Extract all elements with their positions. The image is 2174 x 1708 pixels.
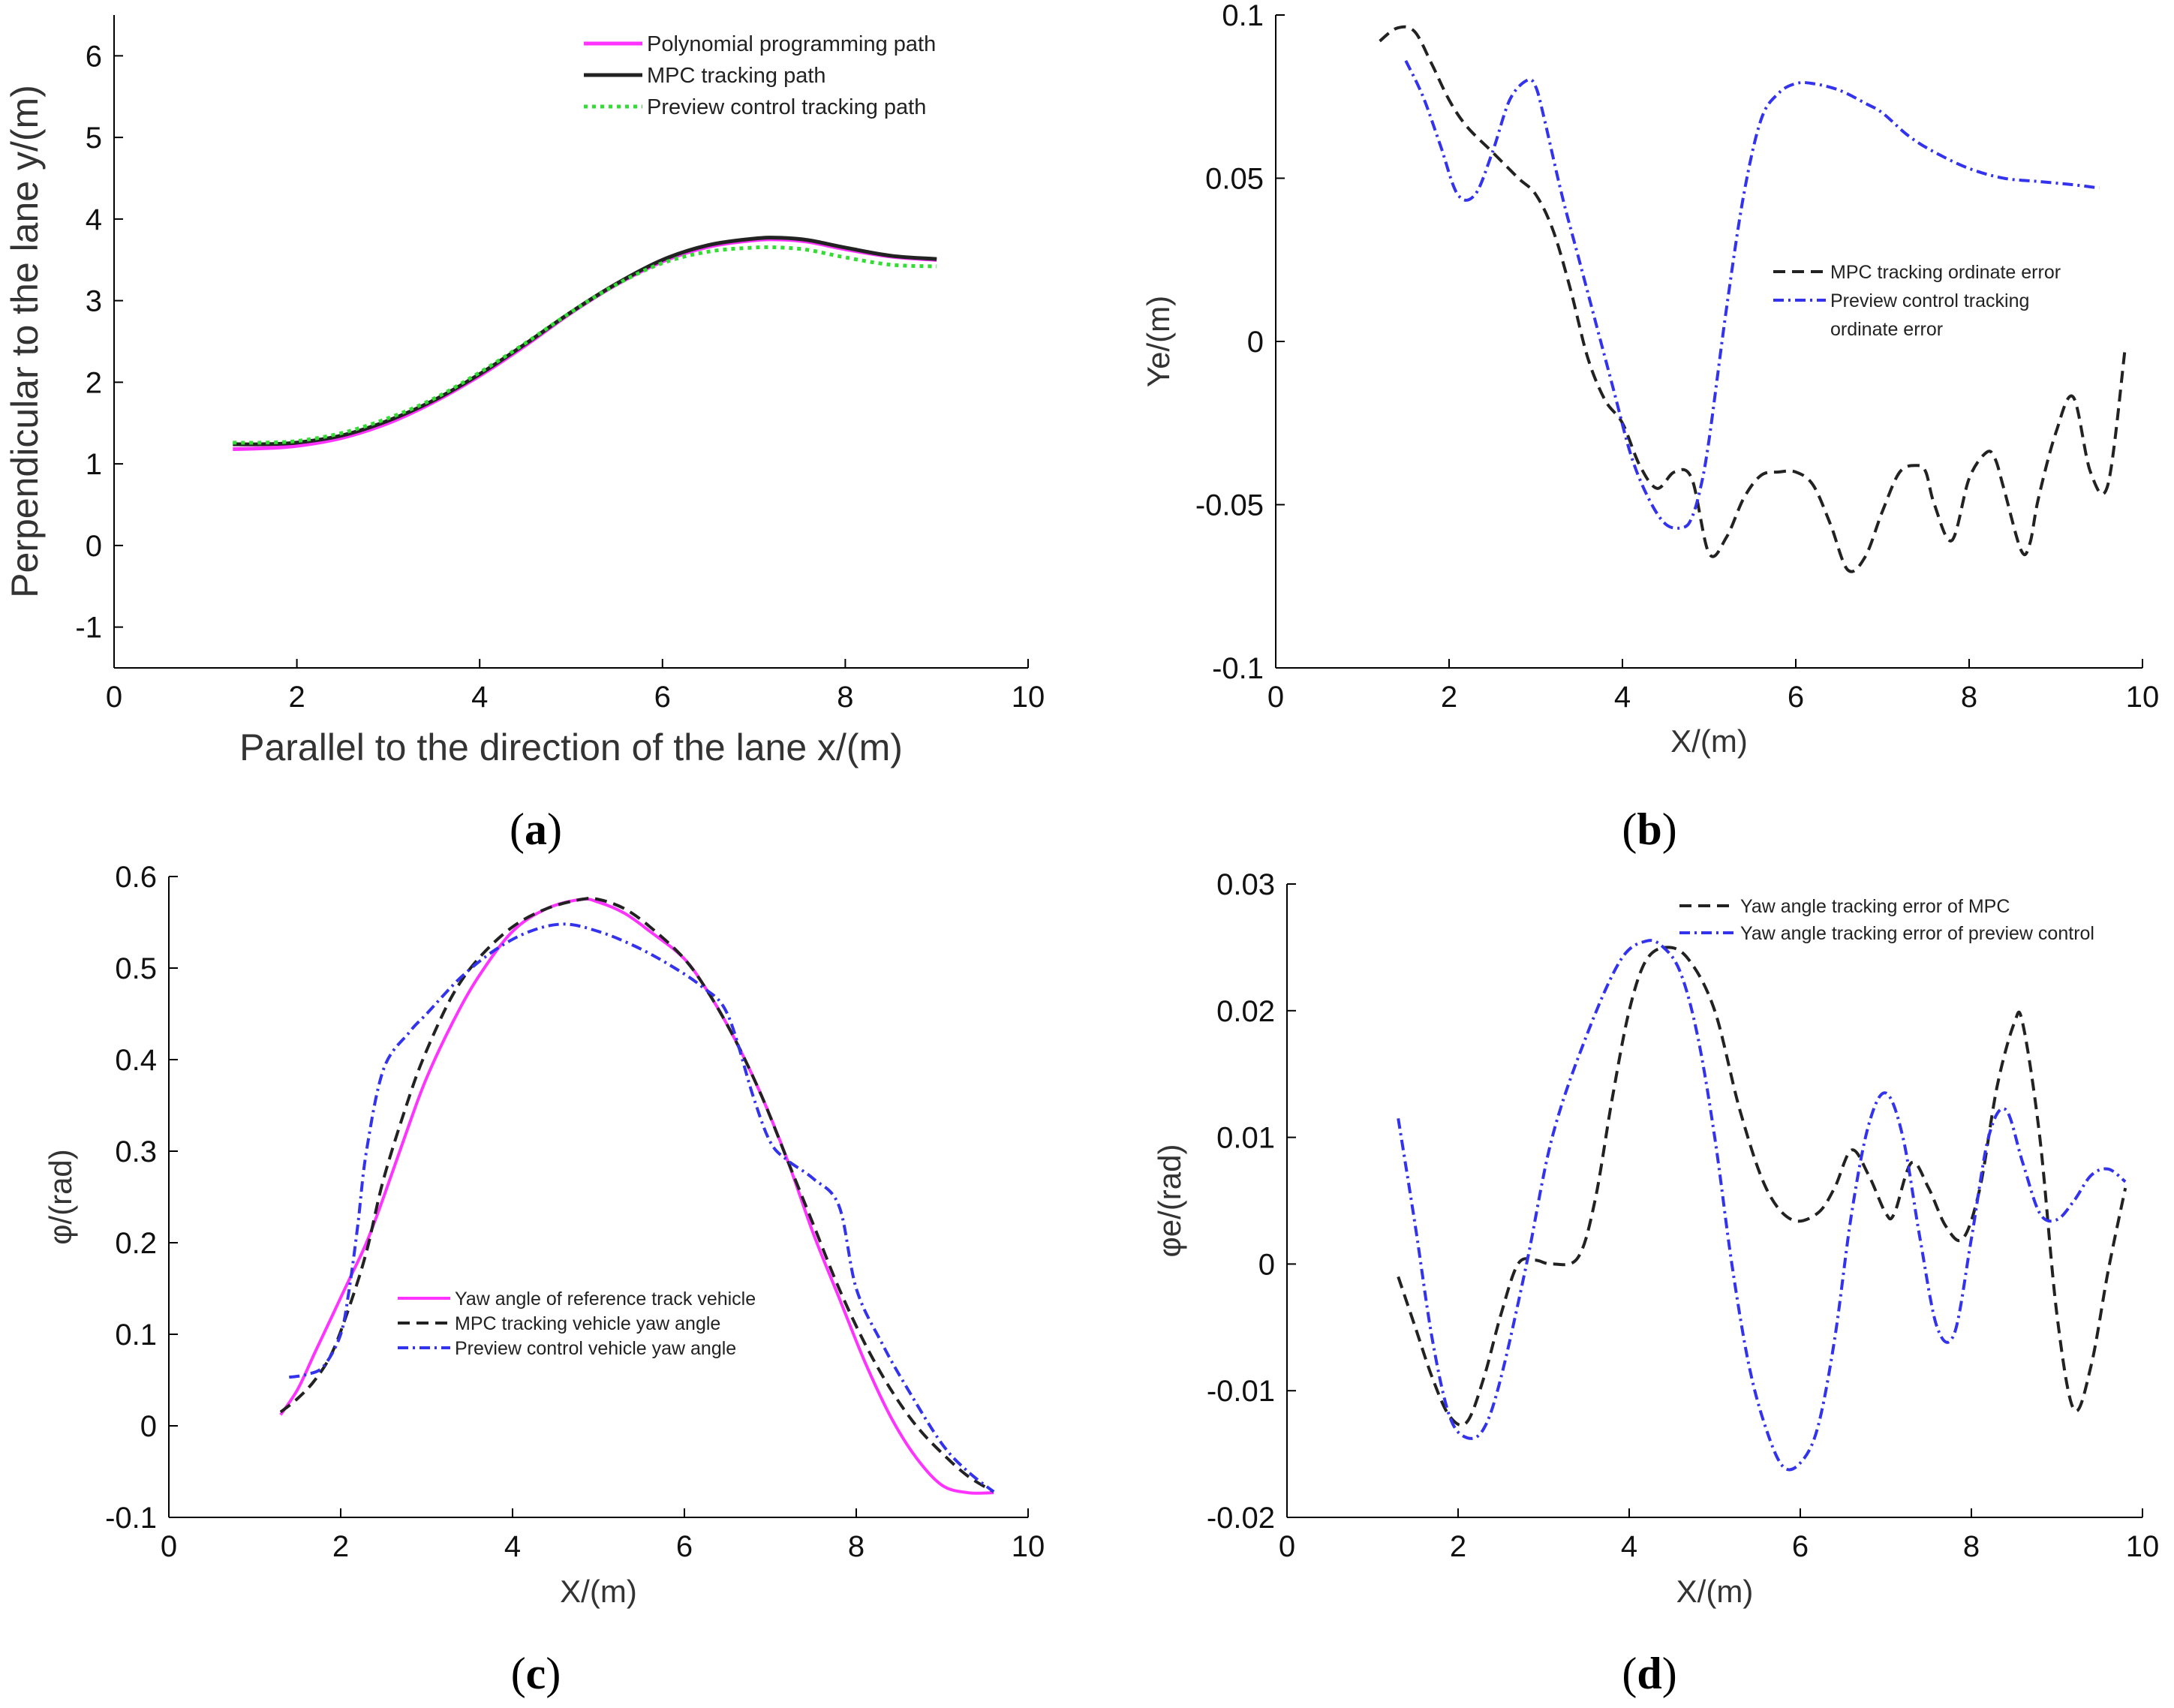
x-tick-label: 4 xyxy=(1614,681,1631,714)
legend-label: Polynomial programming path xyxy=(647,32,936,56)
y-tick-label: 0.1 xyxy=(115,1319,157,1352)
y-tick-label: -0.05 xyxy=(1195,489,1264,522)
legend: Yaw angle tracking error of MPC Yaw angle… xyxy=(1679,896,2094,944)
legend: Yaw angle of reference track vehicle MPC … xyxy=(398,1289,756,1359)
x-tick-label: 2 xyxy=(1441,681,1457,714)
x-tick-label: 10 xyxy=(2126,1530,2160,1563)
y-axis-label: Ye/(m) xyxy=(1141,296,1176,387)
y-tick-label: 5 xyxy=(86,122,102,155)
x-tick-label: 0 xyxy=(1267,681,1284,714)
legend-label: MPC tracking ordinate error xyxy=(1830,262,2061,283)
x-tick-label: 8 xyxy=(848,1530,864,1563)
legend-label: Yaw angle tracking error of preview cont… xyxy=(1740,923,2094,944)
panel-b: 0 2 4 6 8 10 -0.1 -0.05 0 0.05 0.1 X/(m) Ye/(m) MPC t… xyxy=(1141,0,2159,759)
x-tick-label: 10 xyxy=(2126,681,2160,714)
y-tick-label: 0 xyxy=(1258,1248,1275,1281)
series-line-2 xyxy=(1404,60,2100,530)
caption-d: (d) xyxy=(1622,1649,1676,1698)
y-tick-label: 0 xyxy=(1247,326,1264,359)
legend-label: Preview control tracking path xyxy=(647,95,926,119)
caption-a: (a) xyxy=(510,804,562,854)
y-tick-label: -0.1 xyxy=(1212,652,1264,685)
x-axis-label: Parallel to the direction of the lane x/… xyxy=(239,726,903,768)
legend-label: MPC tracking path xyxy=(647,64,826,88)
y-tick-label: -0.02 xyxy=(1207,1502,1275,1535)
y-tick-label: -0.1 xyxy=(105,1502,157,1535)
legend-label: Yaw angle tracking error of MPC xyxy=(1740,896,2010,917)
y-tick-label: 0.3 xyxy=(115,1135,157,1168)
panel-c: 0 2 4 6 8 10-0.100.10.20.30.40.50.6X/(m)φ/(ra… xyxy=(43,861,1045,1609)
legend: Polynomial programming path MPC tracking … xyxy=(584,32,936,119)
x-axis-label: X/(m) xyxy=(1670,723,1748,759)
x-tick-label: 0 xyxy=(106,681,122,714)
y-axis-label: Perpendicular to the lane y/(m) xyxy=(4,85,46,598)
x-tick-label: 8 xyxy=(1963,1530,1980,1563)
series-line-1 xyxy=(279,898,994,1495)
y-tick-label: 0 xyxy=(140,1410,157,1443)
caption-a-letter: a xyxy=(525,804,547,854)
y-tick-label: 6 xyxy=(86,40,102,73)
caption-b-letter: b xyxy=(1637,804,1661,854)
x-tick-label: 2 xyxy=(1450,1530,1466,1563)
x-tick-label: 2 xyxy=(288,681,305,714)
legend-label: ordinate error xyxy=(1830,319,1943,340)
y-tick-label: 4 xyxy=(86,203,102,236)
x-tick-label: 8 xyxy=(837,681,853,714)
series-line-1 xyxy=(1397,946,2127,1427)
panel-d: 0 2 4 6 8 10 -0.02 -0.01 0 0.01 0.02 0.03 X/(m) φe/(r… xyxy=(1152,868,2159,1609)
y-tick-label: 0.1 xyxy=(1222,0,1264,32)
caption-c-letter: c xyxy=(526,1649,546,1698)
legend: MPC tracking ordinate error Preview contr… xyxy=(1773,262,2061,340)
x-tick-label: 4 xyxy=(1621,1530,1637,1563)
y-tick-label: 2 xyxy=(86,366,102,399)
y-tick-label: 0 xyxy=(86,530,102,563)
x-tick-label: 10 xyxy=(1012,681,1045,714)
y-tick-label: 0.01 xyxy=(1216,1122,1275,1155)
legend-label: Yaw angle of reference track vehicle xyxy=(455,1289,756,1310)
x-tick-label: 6 xyxy=(1792,1530,1809,1563)
y-tick-label: 0.02 xyxy=(1216,995,1275,1028)
x-axis-label: X/(m) xyxy=(560,1574,637,1609)
y-axis-label: φ/(rad) xyxy=(43,1149,78,1245)
y-axis-label: φe/(rad) xyxy=(1152,1144,1187,1258)
y-tick-label: 0.03 xyxy=(1216,868,1275,901)
x-tick-label: 4 xyxy=(504,1530,521,1563)
caption-c: (c) xyxy=(511,1649,561,1698)
x-tick-label: 10 xyxy=(1012,1530,1045,1563)
x-tick-label: 0 xyxy=(1279,1530,1295,1563)
series-line-2 xyxy=(279,897,995,1493)
y-tick-label: -1 xyxy=(75,612,102,645)
caption-b: (b) xyxy=(1622,804,1676,854)
series-line-3 xyxy=(233,245,937,445)
series-line-2 xyxy=(1397,939,2127,1472)
x-tick-label: 4 xyxy=(471,681,488,714)
y-tick-label: 0.5 xyxy=(115,952,157,985)
x-tick-label: 6 xyxy=(676,1530,693,1563)
legend-label: Preview control vehicle yaw angle xyxy=(455,1338,736,1359)
x-tick-label: 8 xyxy=(1961,681,1977,714)
legend-label: MPC tracking vehicle yaw angle xyxy=(455,1313,720,1334)
x-tick-label: 6 xyxy=(1788,681,1804,714)
y-tick-label: -0.01 xyxy=(1207,1375,1275,1408)
x-tick-label: 2 xyxy=(332,1530,349,1563)
y-tick-label: 0.05 xyxy=(1205,163,1264,196)
series-line-1 xyxy=(1379,25,2127,573)
caption-d-letter: d xyxy=(1637,1649,1661,1698)
x-tick-label: 0 xyxy=(161,1530,177,1563)
y-tick-label: 0.2 xyxy=(115,1227,157,1260)
panel-a: 0 2 4 6 8 10 -1 0 1 2 3 4 5 6 Parallel to the directio… xyxy=(4,15,1045,768)
y-tick-label: 1 xyxy=(86,448,102,481)
legend-label: Preview control tracking xyxy=(1830,290,2029,311)
y-tick-label: 0.6 xyxy=(115,861,157,894)
x-tick-label: 6 xyxy=(654,681,671,714)
y-tick-label: 3 xyxy=(86,285,102,318)
y-tick-label: 0.4 xyxy=(115,1044,157,1077)
series-line-3 xyxy=(288,922,995,1493)
x-axis-label: X/(m) xyxy=(1676,1574,1754,1609)
